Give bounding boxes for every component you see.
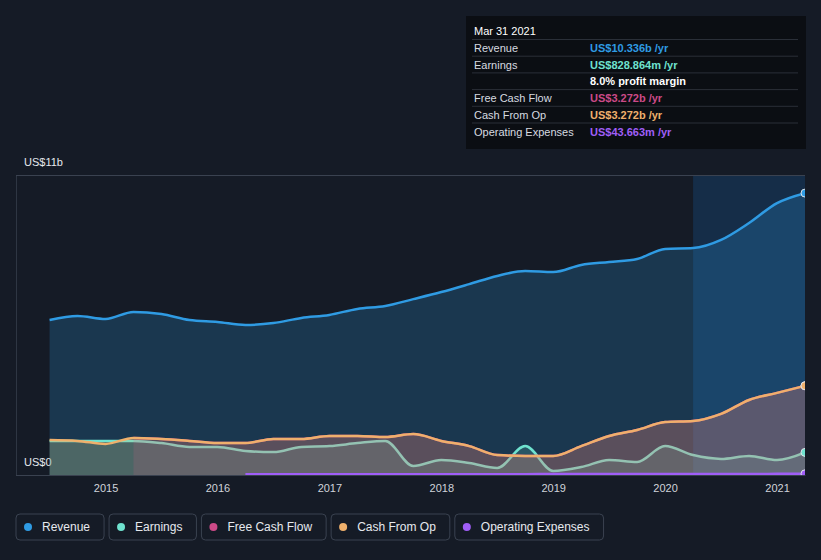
tooltip-separator [472,72,798,73]
legend-item[interactable]: Free Cash Flow [201,514,326,540]
series-line [245,473,805,475]
x-tick-label: 2017 [318,482,342,494]
tooltip-value: US$3.272b /yr [590,92,663,104]
legend-item[interactable]: Cash From Op [331,514,450,540]
tooltip-label: Free Cash Flow [474,92,552,104]
x-tick: 2018 [430,475,454,494]
y-axis-line [17,176,806,476]
grid-line [16,175,805,176]
legend-label[interactable]: Cash From Op [357,520,436,534]
series-line [50,386,805,456]
series-line [50,193,805,325]
tooltip-date: Mar 31 2021 [474,25,536,37]
x-tick: 2017 [318,475,342,494]
legend-box[interactable] [201,514,326,540]
tooltip-separator [472,123,798,124]
tooltip-separator [472,39,798,40]
tooltip-separator [472,106,798,107]
x-tick: 2016 [206,475,230,494]
legend-box[interactable] [455,514,604,540]
legend-box[interactable] [331,514,450,540]
tooltip-separator [472,56,798,57]
y-axis: US$0 US$11b [16,156,805,476]
plot-area [50,189,805,475]
legend: Revenue Earnings Free Cash Flow Cash From O… [16,514,604,540]
x-tick-label: 2020 [653,482,677,494]
series-area [245,474,805,475]
x-axis: 2015 2016 2017 2018 2019 2020 2021 [17,475,806,494]
legend-swatch[interactable] [209,523,217,531]
legend-swatch[interactable] [463,523,471,531]
legend-swatch[interactable] [117,523,125,531]
x-axis-line [17,475,806,476]
legend-label[interactable]: Operating Expenses [481,520,590,534]
legend-item[interactable]: Earnings [109,514,196,540]
x-tick-label: 2018 [430,482,454,494]
tooltip-label: Revenue [474,42,518,54]
background [0,0,821,560]
tooltip-value: US$10.336b /yr [590,42,669,54]
end-point [801,382,805,390]
tooltip: Mar 31 2021 Revenue US$10.336b /yr Earnings… [466,16,806,149]
grid-line [16,475,805,476]
x-tick: 2019 [541,475,565,494]
legend-label[interactable]: Revenue [42,520,90,534]
end-point [801,470,805,475]
tooltip-label: Operating Expenses [474,126,574,138]
end-point [801,448,805,456]
tooltip-value: US$43.663m /yr [590,126,672,138]
tooltip-separator [472,89,798,90]
x-tick-label: 2021 [765,482,789,494]
legend-swatch[interactable] [24,523,32,531]
tooltip-value: 8.0% profit margin [590,75,686,87]
chart: US$0 US$11b 2015 2016 2017 2018 2019 2020 2021 Ma… [0,0,821,560]
legend-item[interactable]: Revenue [16,514,104,540]
tooltip-value: US$828.864m /yr [590,59,678,71]
tooltip-label: Earnings [474,59,518,71]
tooltip-box [466,16,806,149]
x-tick-label: 2015 [94,482,118,494]
y-tick: US$11b [16,156,805,176]
y-tick-label: US$0 [24,456,52,468]
legend-box[interactable] [16,514,104,540]
tooltip-label: Cash From Op [474,109,546,121]
end-point [801,382,805,390]
tooltip-value: US$3.272b /yr [590,109,663,121]
legend-label[interactable]: Earnings [135,520,182,534]
x-tick-label: 2019 [541,482,565,494]
x-tick: 2020 [653,475,677,494]
legend-label[interactable]: Free Cash Flow [227,520,312,534]
legend-item[interactable]: Operating Expenses [455,514,604,540]
x-tick: 2015 [94,475,118,494]
x-tick-label: 2016 [206,482,230,494]
series-area [50,193,805,475]
legend-box[interactable] [109,514,196,540]
legend-swatch[interactable] [339,523,347,531]
y-tick-label: US$11b [24,156,63,168]
end-point [801,189,805,197]
series-area [50,386,805,475]
x-tick: 2021 [765,475,789,494]
